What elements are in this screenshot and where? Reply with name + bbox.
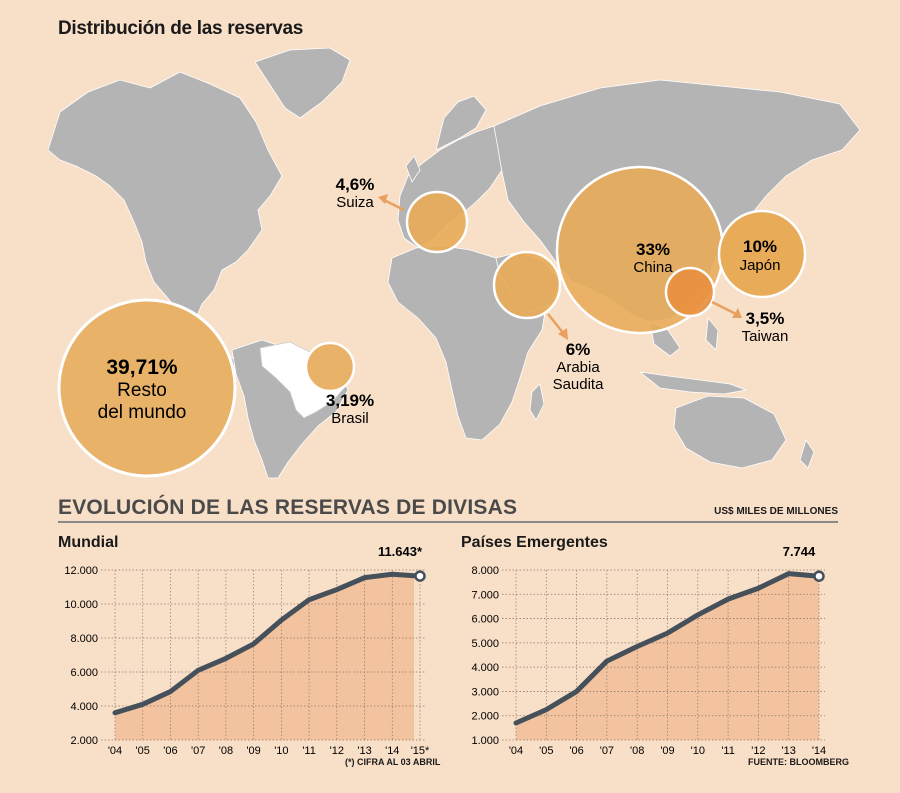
section-rule — [58, 521, 838, 523]
suiza-pct: 4,6% — [336, 175, 375, 194]
emergentes-ytick-5: 6.000 — [471, 614, 499, 626]
taiwan-label: Taiwan — [742, 328, 789, 345]
emergentes-line — [513, 571, 822, 726]
japon-pct: 10% — [743, 237, 777, 256]
mundial-ytick-1: 4.000 — [70, 701, 98, 713]
land-indonesia — [639, 371, 747, 395]
suiza-arrowhead — [378, 194, 388, 204]
land-madagascar — [529, 383, 545, 421]
arabia-label-2: Saudita — [553, 376, 605, 393]
emergentes-ytick-3: 4.000 — [471, 662, 499, 674]
emergentes-xtick-10: '14 — [812, 745, 826, 757]
emergentes-point-10 — [813, 570, 825, 582]
emergentes-ytick-1: 2.000 — [471, 711, 499, 723]
bubble-suiza: 4,6% Suiza — [336, 175, 469, 254]
emergentes-ytick-0: 1.000 — [471, 735, 499, 747]
bubble-resto: 39,71% Resto del mundo — [57, 298, 237, 478]
mundial-last-label: 11.643* — [378, 544, 423, 559]
mundial-xtick-11: '15* — [411, 745, 430, 757]
mundial-ytick-5: 12.000 — [64, 565, 98, 577]
china-label: China — [633, 259, 673, 276]
mundial-line — [112, 571, 423, 716]
china-pct: 33% — [636, 240, 670, 259]
suiza-arrow — [383, 198, 405, 212]
mundial-ytick-0: 2.000 — [70, 735, 98, 747]
mundial-xtick-10: '14 — [385, 745, 399, 757]
bubble-japon: 10% Japón — [717, 209, 807, 299]
land-north-america — [47, 71, 283, 331]
emergentes-xtick-7: '11 — [721, 745, 735, 757]
footnote-fuente: FUENTE: BLOOMBERG — [748, 757, 849, 767]
emergentes-xtick-8: '12 — [751, 745, 765, 757]
world-map: 33% China 10% Japón 3,5% Taiwan 6% Arabi… — [47, 47, 861, 479]
land-scandinavia — [435, 95, 487, 151]
emergentes-ytick-7: 8.000 — [471, 565, 499, 577]
emergentes-last-label: 7.744 — [783, 544, 816, 559]
emergentes-xtick-9: '13 — [782, 745, 796, 757]
mundial-ytick-3: 8.000 — [70, 633, 98, 645]
land-australia — [673, 395, 787, 469]
emergentes-xtick-3: '07 — [600, 745, 614, 757]
chart-title-mundial: Mundial — [58, 534, 119, 551]
land-new-zealand — [799, 439, 815, 469]
arabia-pct: 6% — [566, 340, 591, 359]
mundial-xtick-0: '04 — [108, 745, 122, 757]
mundial-point-11 — [414, 570, 426, 582]
mundial-xtick-2: '06 — [163, 745, 177, 757]
arabia-arrowhead — [558, 328, 568, 340]
bubble-taiwan: 3,5% Taiwan — [664, 266, 789, 345]
chart-title-emergentes: Países Emergentes — [461, 534, 608, 551]
emergentes-xtick-5: '09 — [660, 745, 674, 757]
mundial-xtick-6: '10 — [274, 745, 288, 757]
emergentes-xtick-1: '05 — [539, 745, 553, 757]
emergentes-ytick-6: 7.000 — [471, 589, 499, 601]
mundial-xtick-4: '08 — [219, 745, 233, 757]
arabia-arrow — [547, 313, 565, 335]
brasil-pct: 3,19% — [326, 391, 374, 410]
suiza-label: Suiza — [336, 194, 374, 211]
mundial-xtick-3: '07 — [191, 745, 205, 757]
resto-label-2: del mundo — [98, 402, 187, 423]
emergentes-ytick-4: 5.000 — [471, 638, 499, 650]
taiwan-pct: 3,5% — [746, 309, 785, 328]
resto-label-1: Resto — [117, 380, 167, 401]
mundial-xtick-7: '11 — [302, 745, 316, 757]
mundial-xtick-5: '09 — [246, 745, 260, 757]
bubble-brasil: 3,19% Brasil — [304, 341, 374, 427]
emergentes-xtick-6: '10 — [691, 745, 705, 757]
land-uk — [405, 155, 421, 183]
arabia-label-1: Arabia — [556, 359, 600, 376]
units-label: US$ MILES DE MILLONES — [714, 506, 838, 517]
land-philippines — [705, 317, 719, 351]
taiwan-arrow — [711, 300, 737, 316]
section-title: EVOLUCIÓN DE LAS RESERVAS DE DIVISAS — [58, 496, 518, 519]
emergentes-xtick-2: '06 — [569, 745, 583, 757]
mundial-area — [115, 574, 420, 740]
land-greenland — [254, 47, 351, 119]
mundial-ytick-2: 6.000 — [70, 667, 98, 679]
emergentes-area — [516, 573, 819, 740]
emergentes-xtick-4: '08 — [630, 745, 644, 757]
japon-label: Japón — [740, 257, 781, 274]
emergentes-xtick-0: '04 — [509, 745, 523, 757]
resto-pct: 39,71% — [106, 356, 178, 379]
mundial-ytick-4: 10.000 — [64, 599, 98, 611]
taiwan-arrowhead — [732, 308, 742, 318]
bubble-arabia: 6% Arabia Saudita — [492, 250, 605, 393]
map-title: Distribución de las reservas — [58, 18, 304, 39]
mundial-xtick-1: '05 — [136, 745, 150, 757]
footnote-mundial: (*) CIFRA AL 03 ABRIL — [345, 757, 441, 767]
emergentes-ytick-2: 3.000 — [471, 686, 499, 698]
mundial-xtick-8: '12 — [330, 745, 344, 757]
brasil-label: Brasil — [331, 410, 369, 427]
mundial-xtick-9: '13 — [357, 745, 371, 757]
